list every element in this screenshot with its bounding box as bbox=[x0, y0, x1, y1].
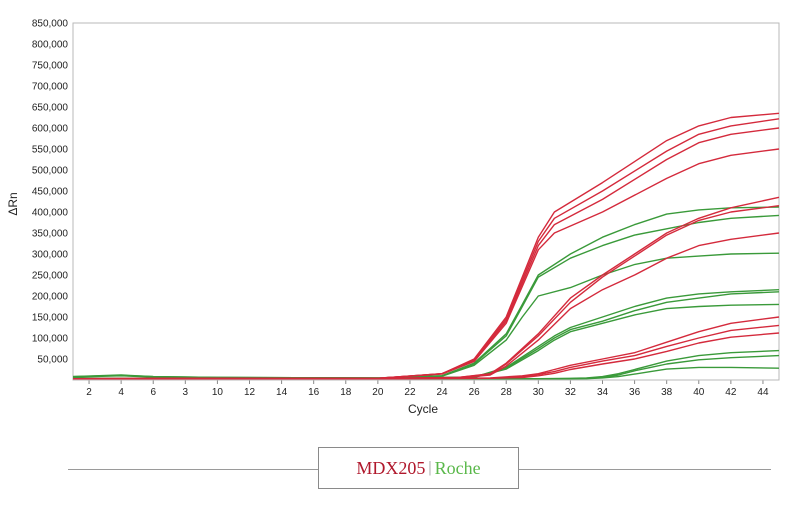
y-tick-label: 550,000 bbox=[32, 145, 69, 156]
x-axis-label: Cycle bbox=[408, 402, 438, 416]
series-line-mdx205 bbox=[73, 196, 780, 380]
legend-rule-right bbox=[519, 469, 771, 470]
x-tick-label: 32 bbox=[565, 387, 577, 398]
y-tick-label: 500,000 bbox=[32, 166, 69, 177]
series-line-mdx205 bbox=[73, 232, 780, 380]
x-tick-label: 42 bbox=[725, 387, 737, 398]
series-line-mdx205 bbox=[73, 205, 780, 380]
legend: MDX205 | Roche bbox=[318, 447, 519, 489]
legend-label-mdx205: MDX205 bbox=[356, 457, 426, 478]
x-tick-label: 38 bbox=[661, 387, 673, 398]
y-tick-label: 850,000 bbox=[32, 19, 69, 30]
x-tick-label: 4 bbox=[118, 387, 124, 398]
y-tick-label: 650,000 bbox=[32, 103, 69, 114]
series-line-roche bbox=[73, 291, 780, 379]
y-axis-label: ΔRn bbox=[6, 192, 20, 215]
legend-rule-left bbox=[68, 469, 318, 470]
x-tick-label: 36 bbox=[629, 387, 641, 398]
x-tick-label: 12 bbox=[244, 387, 256, 398]
x-tick-label: 14 bbox=[276, 387, 288, 398]
x-tick-label: 24 bbox=[436, 387, 448, 398]
series-lines bbox=[72, 112, 780, 380]
series-line-mdx205 bbox=[73, 324, 780, 380]
series-line-roche bbox=[73, 303, 780, 379]
x-tick-label: 26 bbox=[469, 387, 481, 398]
x-tick-label: 40 bbox=[693, 387, 705, 398]
series-line-roche bbox=[73, 289, 780, 379]
series-line-roche bbox=[72, 252, 780, 379]
y-tick-label: 750,000 bbox=[32, 61, 69, 72]
y-tick-label: 400,000 bbox=[32, 208, 69, 219]
y-tick-label: 50,000 bbox=[37, 355, 68, 366]
x-tick-label: 3 bbox=[183, 387, 189, 398]
y-tick-label: 300,000 bbox=[32, 250, 69, 261]
legend-separator: | bbox=[428, 459, 432, 476]
series-line-mdx205 bbox=[72, 112, 780, 380]
y-tick-label: 450,000 bbox=[32, 187, 69, 198]
series-line-mdx205 bbox=[72, 127, 780, 380]
x-tick-label: 18 bbox=[340, 387, 352, 398]
x-tick-label: 16 bbox=[308, 387, 320, 398]
x-tick-label: 6 bbox=[150, 387, 156, 398]
y-tick-label: 250,000 bbox=[32, 271, 69, 282]
series-line-mdx205 bbox=[73, 332, 780, 380]
y-tick-label: 800,000 bbox=[32, 40, 69, 51]
x-axis-ticks: 2 4 6 3 10 12 14 16 18 20 22 24 26 28 30 32 34 36 38 40 42 44 bbox=[86, 380, 769, 398]
x-tick-label: 44 bbox=[757, 387, 769, 398]
y-tick-label: 150,000 bbox=[32, 313, 69, 324]
x-tick-label: 2 bbox=[86, 387, 92, 398]
y-tick-label: 700,000 bbox=[32, 82, 69, 93]
x-tick-label: 22 bbox=[404, 387, 416, 398]
x-tick-label: 10 bbox=[212, 387, 224, 398]
x-tick-label: 30 bbox=[533, 387, 545, 398]
line-chart: 50,000 100,000 150,000 200,000 250,000 300,00… bbox=[6, 19, 780, 416]
y-tick-label: 200,000 bbox=[32, 292, 69, 303]
x-tick-label: 28 bbox=[501, 387, 513, 398]
plot-area-frame bbox=[72, 22, 780, 381]
y-tick-label: 100,000 bbox=[32, 334, 69, 345]
y-tick-label: 600,000 bbox=[32, 124, 69, 135]
legend-label-roche: Roche bbox=[434, 457, 481, 478]
y-axis-ticks: 50,000 100,000 150,000 200,000 250,000 300,00… bbox=[32, 19, 69, 366]
x-tick-label: 20 bbox=[372, 387, 384, 398]
y-tick-label: 350,000 bbox=[32, 229, 69, 240]
x-tick-label: 34 bbox=[597, 387, 609, 398]
